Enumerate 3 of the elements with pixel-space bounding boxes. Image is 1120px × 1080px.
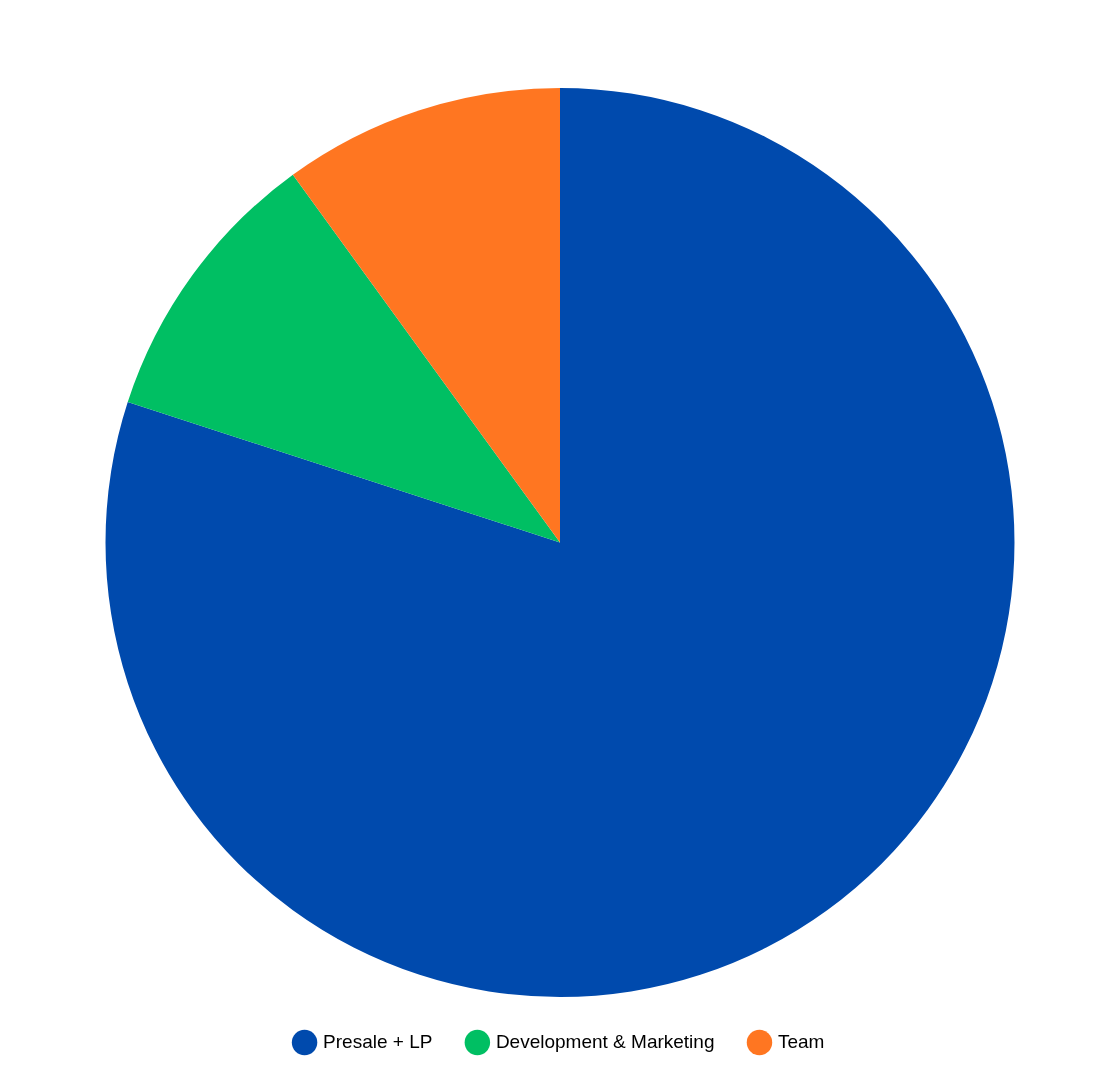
legend-label: Development & Marketing bbox=[495, 1030, 715, 1052]
legend-label: Presale + LP bbox=[323, 1030, 433, 1052]
legend-label: Team bbox=[777, 1030, 825, 1052]
